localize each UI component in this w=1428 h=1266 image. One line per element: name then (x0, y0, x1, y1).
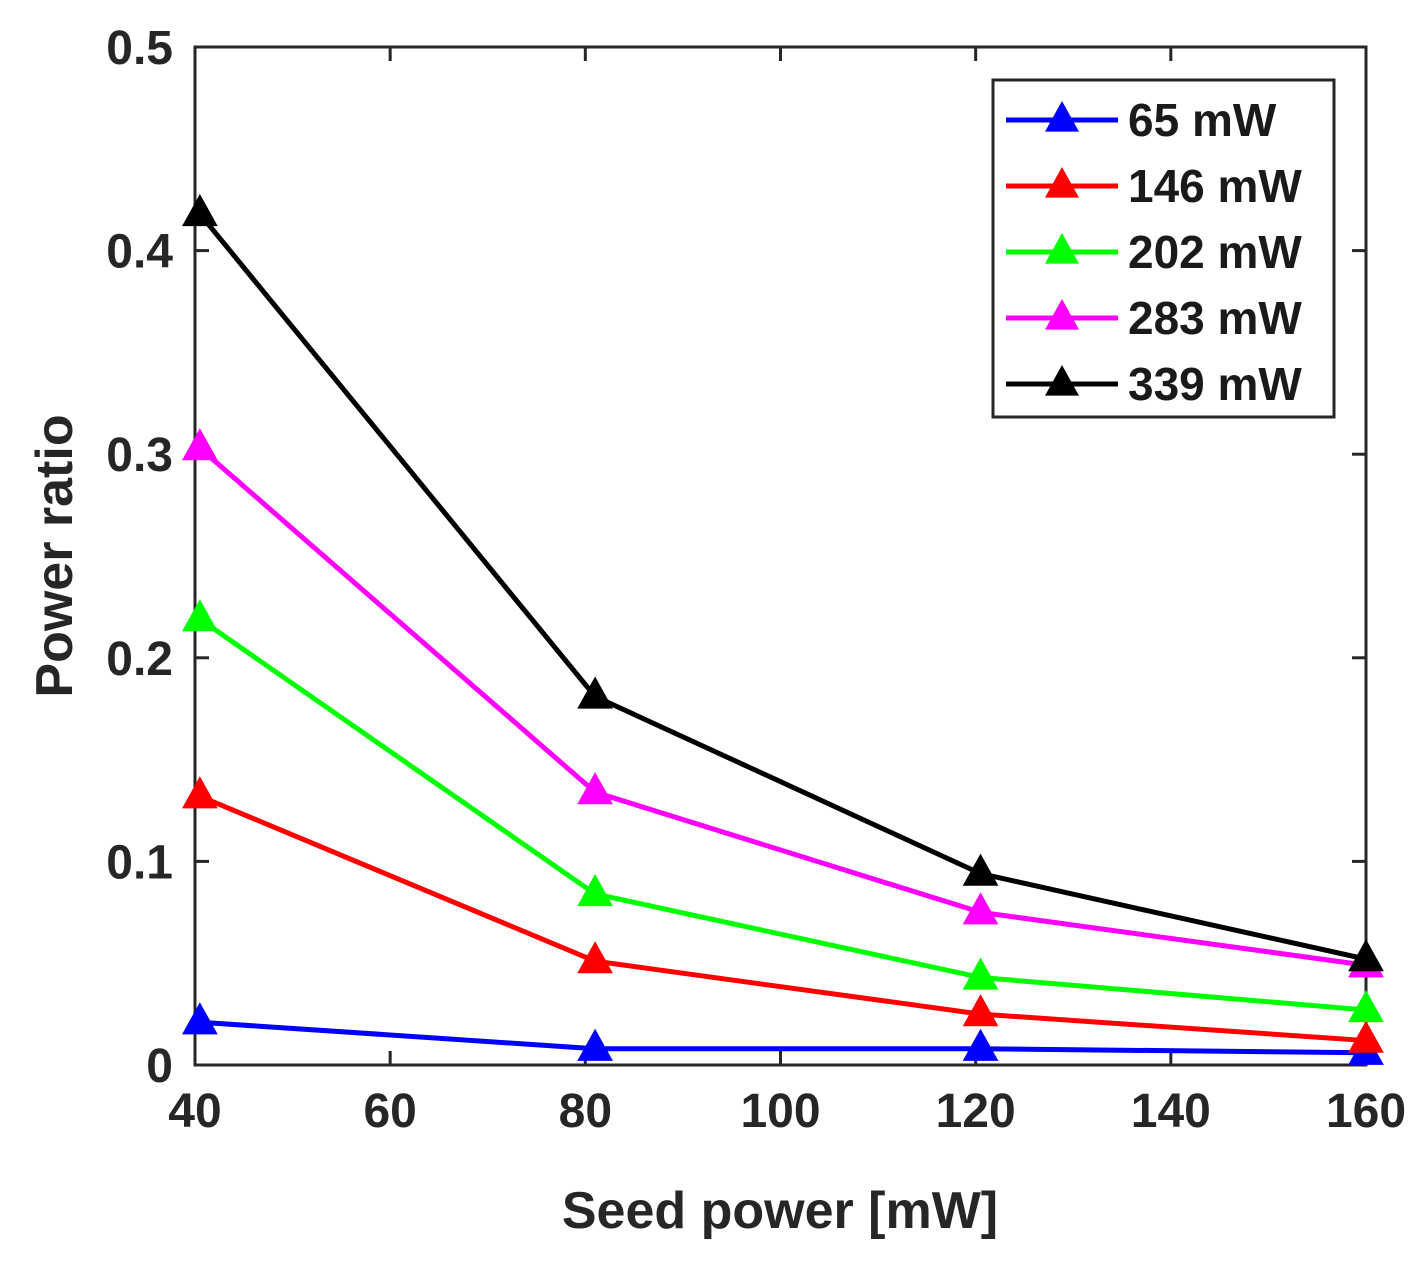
data-point-marker (182, 428, 218, 461)
y-tick-labels: 0 0.1 0.2 0.3 0.4 0.5 (106, 22, 173, 1093)
series-line (198, 617, 1367, 1013)
y-tick-label: 0.5 (106, 22, 173, 75)
y-axis-title: Power ratio (26, 414, 84, 697)
data-point-marker (182, 599, 218, 632)
x-tick-label: 60 (363, 1085, 416, 1138)
y-tick-label: 0.2 (106, 633, 173, 686)
data-series (182, 193, 1384, 1065)
x-tick-label: 40 (168, 1085, 221, 1138)
data-point-marker (962, 1028, 999, 1061)
legend-box (991, 78, 1336, 419)
data-point-marker (962, 853, 999, 886)
x-tick-labels: 40 60 80 100 120 140 160 (168, 1085, 1406, 1138)
x-tick-label: 140 (1131, 1085, 1211, 1138)
data-point-marker (962, 892, 999, 925)
data-point-marker (1348, 939, 1384, 972)
series-202-mw (182, 599, 1384, 1023)
legend-marker-swatch (1045, 167, 1079, 198)
legend-marker-swatch (1045, 365, 1079, 396)
legend-label: 146 mW (1128, 160, 1302, 212)
legend: 65 mW 146 mW 202 mW 283 mW 339 mW (991, 78, 1336, 419)
legend-item: 339 mW (1006, 358, 1302, 410)
legend-label: 339 mW (1128, 358, 1302, 410)
legend-marker-swatch (1045, 233, 1079, 264)
data-point-marker (182, 193, 218, 227)
data-point-marker (962, 957, 999, 990)
series-339-mw (182, 193, 1384, 972)
series-line (199, 1019, 1367, 1056)
x-tick-label: 120 (936, 1085, 1016, 1138)
legend-label: 65 mW (1128, 94, 1277, 146)
data-point-marker (577, 873, 613, 907)
data-point-marker (1348, 1020, 1384, 1053)
data-point-marker (962, 994, 999, 1027)
legend-item: 202 mW (1006, 226, 1302, 278)
data-point-marker (182, 1002, 218, 1035)
x-tick-label: 160 (1326, 1085, 1406, 1138)
data-point-marker (577, 1028, 613, 1061)
legend-label: 202 mW (1128, 226, 1302, 278)
data-point-marker (1348, 990, 1384, 1023)
data-point-marker (182, 776, 218, 809)
y-tick-label: 0 (146, 1040, 173, 1093)
data-point-marker (577, 941, 613, 974)
legend-item: 283 mW (1006, 292, 1302, 344)
y-tick-label: 0.4 (106, 226, 173, 279)
legend-label: 283 mW (1128, 292, 1302, 344)
data-point-marker (577, 772, 613, 805)
legend-marker-swatch (1045, 101, 1079, 132)
x-tick-label: 80 (559, 1085, 612, 1138)
data-point-marker (577, 676, 613, 709)
x-tick-label: 100 (740, 1085, 820, 1138)
series-line (197, 212, 1367, 962)
legend-item: 146 mW (1006, 160, 1302, 212)
series-line (198, 793, 1367, 1044)
legend-marker-swatch (1045, 299, 1079, 330)
legend-item: 65 mW (1006, 94, 1277, 146)
y-tick-label: 0.1 (106, 836, 173, 889)
series-line (198, 446, 1367, 968)
y-tick-label: 0.3 (106, 429, 173, 482)
series-146-mw (182, 776, 1384, 1053)
x-axis-title: Seed power [mW] (562, 1182, 998, 1240)
